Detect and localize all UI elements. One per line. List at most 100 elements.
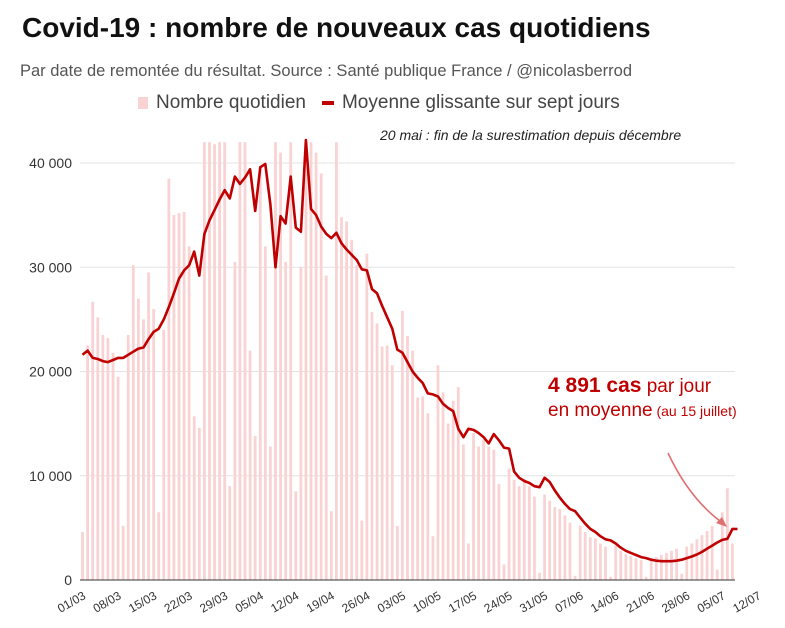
- legend-line-label: Moyenne glissante sur sept jours: [341, 92, 620, 113]
- y-tick-label: 10 000: [29, 468, 72, 484]
- bar: [639, 560, 643, 580]
- bar: [482, 439, 486, 580]
- bar: [233, 262, 237, 580]
- bar: [563, 515, 567, 580]
- bar: [116, 376, 120, 580]
- bar: [472, 433, 475, 580]
- bar: [284, 262, 288, 580]
- chart-subtitle: Par date de remontée du résultat. Source…: [20, 62, 633, 80]
- bar: [258, 166, 262, 580]
- bar: [573, 575, 577, 580]
- line-layer: [81, 138, 738, 563]
- bar: [634, 558, 638, 580]
- bar: [243, 142, 247, 580]
- bar: [720, 512, 724, 580]
- bar: [86, 345, 90, 580]
- bar: [263, 246, 267, 580]
- bar: [670, 550, 673, 580]
- bar: [543, 494, 546, 580]
- bar: [253, 436, 257, 580]
- bar: [578, 525, 582, 580]
- bar: [81, 532, 84, 580]
- bar: [644, 576, 648, 580]
- bar: [619, 550, 623, 580]
- chart-title: Covid-19 : nombre de nouveaux cas quotid…: [22, 12, 651, 43]
- bar: [659, 554, 663, 580]
- bar: [426, 413, 430, 580]
- bar: [162, 329, 166, 580]
- bar: [522, 478, 526, 580]
- bar: [182, 211, 186, 580]
- bar: [274, 142, 277, 580]
- bar: [136, 298, 140, 580]
- bar: [421, 396, 425, 580]
- x-tick-label: 14/06: [588, 588, 621, 615]
- bar: [406, 336, 409, 580]
- x-tick-label: 19/04: [304, 588, 337, 615]
- bar: [527, 486, 531, 580]
- bar: [197, 427, 201, 580]
- y-tick-label: 0: [64, 572, 72, 588]
- bars-layer: [81, 142, 734, 581]
- bar: [456, 387, 460, 580]
- x-tick-label: 12/04: [268, 588, 301, 615]
- callout-arrow-head: [716, 517, 727, 527]
- bar: [299, 267, 303, 580]
- bar: [538, 572, 541, 580]
- bar: [111, 352, 115, 580]
- x-tick-label: 05/07: [695, 588, 728, 615]
- bar: [502, 564, 506, 580]
- callout-text-1: par jour: [641, 376, 712, 397]
- bar: [436, 365, 440, 580]
- x-tick-label: 29/03: [197, 588, 230, 615]
- bar: [380, 346, 384, 580]
- y-tick-label: 30 000: [29, 259, 72, 275]
- bar: [568, 522, 572, 580]
- bar: [675, 548, 679, 580]
- callout-arrow: [667, 452, 727, 527]
- bar: [588, 537, 592, 580]
- legend-bar-label: Nombre quotidien: [156, 92, 306, 113]
- bar: [91, 301, 95, 580]
- bar: [624, 553, 628, 580]
- bar: [345, 221, 348, 580]
- bar: [187, 246, 191, 580]
- bar: [177, 213, 181, 581]
- bar: [451, 400, 455, 580]
- bar: [461, 444, 465, 580]
- bar: [416, 397, 420, 580]
- bar: [355, 265, 359, 580]
- x-tick-label: 21/06: [624, 588, 657, 615]
- callout-text-3: (au 15 juillet): [652, 403, 737, 419]
- x-tick-label: 24/05: [482, 588, 515, 615]
- bar: [172, 215, 176, 580]
- x-tick-label: 01/03: [55, 588, 88, 615]
- bar: [192, 416, 196, 580]
- bar: [370, 312, 374, 580]
- bar: [228, 486, 232, 580]
- bar: [665, 552, 668, 580]
- bar: [126, 335, 130, 580]
- bar: [715, 569, 719, 580]
- x-tick-label: 17/05: [446, 588, 479, 615]
- bar: [335, 142, 338, 580]
- x-tick-label: 07/06: [553, 588, 586, 615]
- bar: [512, 479, 516, 580]
- x-tick-label: 15/03: [126, 588, 159, 615]
- bar: [558, 509, 562, 580]
- bar: [385, 345, 389, 580]
- x-tick-label: 05/04: [233, 588, 266, 615]
- x-tick-label: 08/03: [91, 588, 124, 615]
- bar: [157, 512, 161, 580]
- x-tick-label: 26/04: [339, 588, 372, 615]
- bar: [365, 253, 369, 580]
- bar: [248, 350, 252, 580]
- bar: [517, 486, 521, 580]
- bar: [238, 142, 242, 580]
- bar: [431, 536, 435, 580]
- x-tick-label: 10/05: [410, 588, 443, 615]
- bar: [487, 446, 491, 580]
- annotation-note: 20 mai : fin de la surestimation depuis …: [380, 127, 682, 143]
- bar: [700, 535, 704, 580]
